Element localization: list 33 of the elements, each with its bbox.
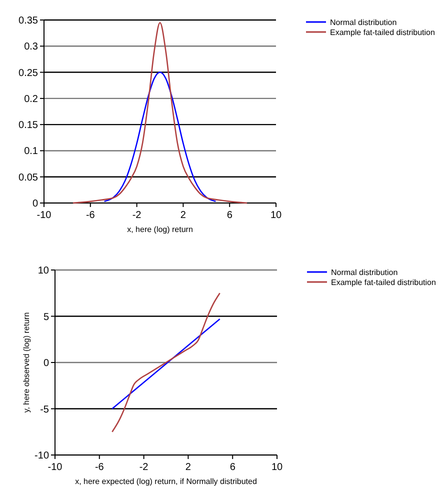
y-tick-label: 0.2 xyxy=(24,94,38,105)
y-tick-label: 5 xyxy=(43,312,50,323)
x-tick-label: 6 xyxy=(226,210,233,221)
legend-label: Normal distribution xyxy=(331,268,398,277)
line-series xyxy=(104,72,216,202)
y-tick-label: 0.1 xyxy=(24,146,38,158)
x-tick-label: -6 xyxy=(94,462,104,473)
y-tick-label: 0.15 xyxy=(18,120,38,132)
legend-label: Example fat-tailed distribution xyxy=(331,278,436,287)
x-tick-label: -6 xyxy=(86,210,96,221)
x-tick-label: -2 xyxy=(139,462,149,473)
x-tick-label: 10 xyxy=(270,210,282,221)
x-tick-label: 2 xyxy=(180,210,186,221)
y-tick-label: -10 xyxy=(34,450,50,462)
legend-label: Example fat-tailed distribution xyxy=(330,28,435,37)
y-tick-label: 0.25 xyxy=(18,68,38,79)
y-tick-label: 0 xyxy=(32,198,38,210)
y-tick-label: 0 xyxy=(43,358,50,369)
y-tick-label: 0.05 xyxy=(18,172,38,184)
legend-label: Normal distribution xyxy=(330,18,397,27)
x-tick-label: 2 xyxy=(185,462,192,473)
x-tick-label: 10 xyxy=(271,462,283,473)
x-tick-label: -2 xyxy=(132,210,142,221)
y-tick-label: -5 xyxy=(40,404,50,416)
y-tick-label: 0.3 xyxy=(24,42,38,53)
y-tick-label: 0.35 xyxy=(18,16,38,26)
x-tick-label: 6 xyxy=(230,462,236,473)
x-axis-title: x, here expected (log) return, if Normally distributed xyxy=(75,477,257,486)
y-axis-title: y, here observed (log) return xyxy=(22,312,31,413)
y-tick-label: 10 xyxy=(38,266,50,276)
line-series xyxy=(112,292,220,433)
x-axis-title: x, here (log) return xyxy=(127,225,193,234)
line-series xyxy=(72,22,248,204)
